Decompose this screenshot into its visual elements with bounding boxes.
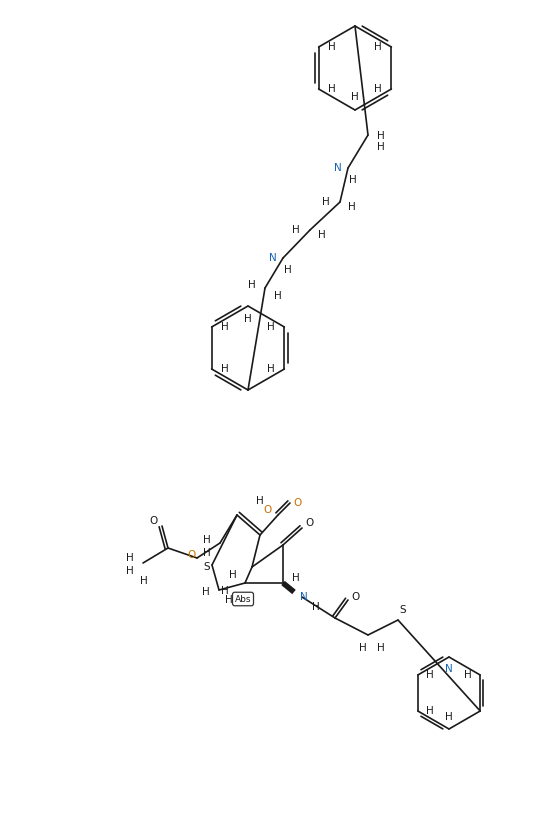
Text: H: H [464, 670, 472, 680]
Text: H: H [126, 553, 134, 563]
Text: H: H [328, 42, 336, 52]
Text: O: O [294, 498, 302, 508]
Text: S: S [204, 562, 210, 572]
Text: H: H [445, 712, 453, 722]
Text: H: H [256, 496, 264, 506]
Text: H: H [225, 595, 233, 605]
Text: N: N [269, 253, 277, 263]
Text: H: H [328, 84, 336, 94]
Text: O: O [264, 505, 272, 515]
Text: O: O [352, 592, 360, 602]
Text: H: H [203, 535, 211, 545]
Text: O: O [150, 516, 158, 526]
Text: H: H [126, 566, 134, 576]
Text: H: H [348, 202, 356, 212]
Text: H: H [244, 314, 252, 324]
Text: H: H [292, 573, 300, 583]
Text: H: H [203, 548, 211, 558]
Text: H: H [221, 586, 229, 596]
Text: H: H [221, 364, 229, 374]
Text: N: N [445, 664, 453, 674]
Text: H: H [202, 587, 210, 597]
Text: H: H [267, 322, 275, 332]
Text: H: H [140, 576, 148, 586]
Text: H: H [292, 225, 300, 235]
Text: H: H [374, 84, 382, 94]
Text: H: H [229, 570, 237, 580]
Text: H: H [274, 291, 282, 301]
Text: H: H [284, 265, 292, 275]
Text: H: H [322, 197, 330, 207]
Text: H: H [359, 643, 367, 653]
Text: O: O [306, 518, 314, 528]
Text: H: H [377, 643, 385, 653]
Text: H: H [377, 131, 385, 141]
Text: H: H [377, 142, 385, 152]
Text: H: H [248, 280, 256, 290]
Text: H: H [318, 230, 326, 240]
Text: N: N [334, 163, 342, 173]
Text: H: H [374, 42, 382, 52]
Text: H: H [312, 602, 320, 612]
Text: O: O [188, 550, 196, 560]
Text: H: H [221, 322, 229, 332]
Text: H: H [426, 670, 434, 680]
Text: N: N [300, 592, 308, 602]
Text: S: S [400, 605, 406, 615]
Text: H: H [349, 175, 357, 185]
Text: H: H [351, 92, 359, 102]
Text: H: H [426, 706, 434, 716]
Text: H: H [267, 364, 275, 374]
Text: Abs: Abs [235, 595, 251, 604]
